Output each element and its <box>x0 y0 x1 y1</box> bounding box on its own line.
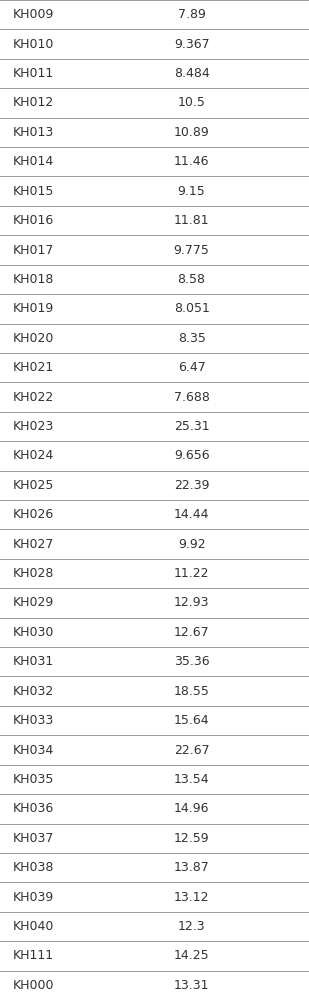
Text: KH018: KH018 <box>12 273 54 286</box>
Text: 10.89: 10.89 <box>174 126 210 139</box>
Text: 18.55: 18.55 <box>174 685 210 698</box>
Text: 8.051: 8.051 <box>174 302 210 315</box>
Text: 22.67: 22.67 <box>174 744 210 756</box>
Text: KH111: KH111 <box>12 949 53 962</box>
Text: KH011: KH011 <box>12 67 53 80</box>
Text: 13.87: 13.87 <box>174 861 210 874</box>
Text: 11.81: 11.81 <box>174 214 210 227</box>
Text: KH039: KH039 <box>12 891 53 904</box>
Text: KH038: KH038 <box>12 861 54 874</box>
Text: KH029: KH029 <box>12 596 53 609</box>
Text: KH040: KH040 <box>12 920 54 933</box>
Text: KH035: KH035 <box>12 773 54 786</box>
Text: 11.22: 11.22 <box>174 567 209 580</box>
Text: KH016: KH016 <box>12 214 53 227</box>
Text: KH037: KH037 <box>12 832 54 845</box>
Text: 9.367: 9.367 <box>174 38 210 51</box>
Text: KH021: KH021 <box>12 361 53 374</box>
Text: 9.656: 9.656 <box>174 449 210 462</box>
Text: KH017: KH017 <box>12 243 54 256</box>
Text: 13.54: 13.54 <box>174 773 210 786</box>
Text: 7.688: 7.688 <box>174 391 210 404</box>
Text: KH023: KH023 <box>12 420 53 433</box>
Text: KH014: KH014 <box>12 155 53 168</box>
Text: 12.59: 12.59 <box>174 832 210 845</box>
Text: 14.44: 14.44 <box>174 508 209 521</box>
Text: KH019: KH019 <box>12 302 53 315</box>
Text: 14.25: 14.25 <box>174 949 210 962</box>
Text: KH027: KH027 <box>12 538 54 551</box>
Text: KH036: KH036 <box>12 802 53 815</box>
Text: KH026: KH026 <box>12 508 53 521</box>
Text: KH034: KH034 <box>12 744 53 756</box>
Text: 12.93: 12.93 <box>174 596 209 609</box>
Text: KH024: KH024 <box>12 449 53 462</box>
Text: KH025: KH025 <box>12 479 54 492</box>
Text: 12.3: 12.3 <box>178 920 205 933</box>
Text: KH020: KH020 <box>12 332 54 345</box>
Text: KH032: KH032 <box>12 685 53 698</box>
Text: 12.67: 12.67 <box>174 626 210 639</box>
Text: KH033: KH033 <box>12 714 53 727</box>
Text: 25.31: 25.31 <box>174 420 210 433</box>
Text: 6.47: 6.47 <box>178 361 205 374</box>
Text: 10.5: 10.5 <box>178 96 205 109</box>
Text: 9.15: 9.15 <box>178 185 205 198</box>
Text: 14.96: 14.96 <box>174 802 209 815</box>
Text: 8.35: 8.35 <box>178 332 205 345</box>
Text: 9.92: 9.92 <box>178 538 205 551</box>
Text: KH022: KH022 <box>12 391 53 404</box>
Text: KH013: KH013 <box>12 126 53 139</box>
Text: 22.39: 22.39 <box>174 479 209 492</box>
Text: KH028: KH028 <box>12 567 54 580</box>
Text: 9.775: 9.775 <box>174 243 210 256</box>
Text: 35.36: 35.36 <box>174 655 210 668</box>
Text: KH030: KH030 <box>12 626 54 639</box>
Text: 13.12: 13.12 <box>174 891 209 904</box>
Text: KH031: KH031 <box>12 655 53 668</box>
Text: KH000: KH000 <box>12 979 54 992</box>
Text: 15.64: 15.64 <box>174 714 210 727</box>
Text: 7.89: 7.89 <box>178 8 205 21</box>
Text: 8.58: 8.58 <box>178 273 205 286</box>
Text: 8.484: 8.484 <box>174 67 210 80</box>
Text: KH015: KH015 <box>12 185 54 198</box>
Text: 13.31: 13.31 <box>174 979 209 992</box>
Text: KH012: KH012 <box>12 96 53 109</box>
Text: KH010: KH010 <box>12 38 54 51</box>
Text: KH009: KH009 <box>12 8 54 21</box>
Text: 11.46: 11.46 <box>174 155 209 168</box>
